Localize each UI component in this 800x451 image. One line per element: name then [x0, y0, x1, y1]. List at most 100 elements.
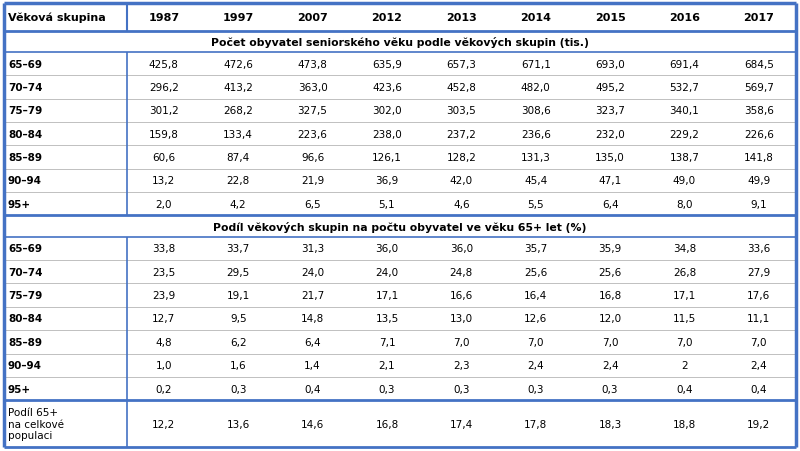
Text: 90–94: 90–94	[8, 176, 42, 186]
Text: 6,4: 6,4	[602, 199, 618, 209]
Text: 2,4: 2,4	[750, 360, 767, 370]
Text: 47,1: 47,1	[598, 176, 622, 186]
Text: 12,0: 12,0	[598, 314, 622, 324]
Text: 13,5: 13,5	[375, 314, 398, 324]
Text: 12,6: 12,6	[524, 314, 547, 324]
Text: Počet obyvatel seniorského věku podle věkových skupin (tis.): Počet obyvatel seniorského věku podle vě…	[211, 37, 589, 48]
Text: 2015: 2015	[594, 13, 626, 23]
Text: 1,0: 1,0	[155, 360, 172, 370]
Text: 2: 2	[681, 360, 688, 370]
Text: 128,2: 128,2	[446, 153, 476, 163]
Text: 635,9: 635,9	[372, 60, 402, 69]
Text: 35,7: 35,7	[524, 244, 547, 254]
Text: 26,8: 26,8	[673, 267, 696, 277]
Text: 569,7: 569,7	[744, 83, 774, 93]
Text: 423,6: 423,6	[372, 83, 402, 93]
Text: 7,0: 7,0	[453, 337, 470, 347]
Text: 2012: 2012	[371, 13, 402, 23]
Text: 2007: 2007	[297, 13, 328, 23]
Text: 19,1: 19,1	[226, 290, 250, 300]
Text: 1987: 1987	[148, 13, 179, 23]
Text: 95+: 95+	[8, 199, 31, 209]
Text: 60,6: 60,6	[152, 153, 175, 163]
Text: 23,9: 23,9	[152, 290, 175, 300]
Text: 75–79: 75–79	[8, 106, 42, 116]
Text: 17,1: 17,1	[375, 290, 398, 300]
Text: 7,0: 7,0	[527, 337, 544, 347]
Text: 34,8: 34,8	[673, 244, 696, 254]
Text: 5,5: 5,5	[527, 199, 544, 209]
Text: 80–84: 80–84	[8, 314, 42, 324]
Text: 4,2: 4,2	[230, 199, 246, 209]
Text: 0,4: 0,4	[750, 384, 767, 394]
Text: 138,7: 138,7	[670, 153, 699, 163]
Text: 8,0: 8,0	[676, 199, 693, 209]
Text: 302,0: 302,0	[372, 106, 402, 116]
Text: 87,4: 87,4	[226, 153, 250, 163]
Text: 17,6: 17,6	[747, 290, 770, 300]
Text: 0,2: 0,2	[155, 384, 172, 394]
Text: 0,3: 0,3	[230, 384, 246, 394]
Text: 308,6: 308,6	[521, 106, 550, 116]
Text: 16,8: 16,8	[375, 419, 398, 429]
Text: 22,8: 22,8	[226, 176, 250, 186]
Text: 327,5: 327,5	[298, 106, 327, 116]
Text: 159,8: 159,8	[149, 129, 178, 139]
Text: 27,9: 27,9	[747, 267, 770, 277]
Text: 31,3: 31,3	[301, 244, 324, 254]
Text: 303,5: 303,5	[446, 106, 476, 116]
Text: 65–69: 65–69	[8, 244, 42, 254]
Text: 23,5: 23,5	[152, 267, 175, 277]
Text: 80–84: 80–84	[8, 129, 42, 139]
Text: 33,7: 33,7	[226, 244, 250, 254]
Text: 45,4: 45,4	[524, 176, 547, 186]
Text: 16,6: 16,6	[450, 290, 473, 300]
Text: Podíl věkových skupin na počtu obyvatel ve věku 65+ let (%): Podíl věkových skupin na počtu obyvatel …	[214, 221, 586, 232]
Text: 141,8: 141,8	[744, 153, 774, 163]
Text: 85–89: 85–89	[8, 153, 42, 163]
Text: 2017: 2017	[743, 13, 774, 23]
Text: 14,6: 14,6	[301, 419, 324, 429]
Text: 12,7: 12,7	[152, 314, 175, 324]
Text: 42,0: 42,0	[450, 176, 473, 186]
Text: 1,4: 1,4	[304, 360, 321, 370]
Text: 9,1: 9,1	[750, 199, 767, 209]
Text: 7,0: 7,0	[676, 337, 693, 347]
Text: 268,2: 268,2	[223, 106, 253, 116]
Text: 33,6: 33,6	[747, 244, 770, 254]
Text: 340,1: 340,1	[670, 106, 699, 116]
Text: 24,0: 24,0	[375, 267, 398, 277]
Text: 12,2: 12,2	[152, 419, 175, 429]
Text: 296,2: 296,2	[149, 83, 178, 93]
Text: 482,0: 482,0	[521, 83, 550, 93]
Text: 6,4: 6,4	[304, 337, 321, 347]
Text: 49,9: 49,9	[747, 176, 770, 186]
Text: 2014: 2014	[520, 13, 551, 23]
Text: 4,8: 4,8	[155, 337, 172, 347]
Text: Věková skupina: Věková skupina	[8, 13, 106, 23]
Text: 226,6: 226,6	[744, 129, 774, 139]
Text: 133,4: 133,4	[223, 129, 253, 139]
Text: 671,1: 671,1	[521, 60, 550, 69]
Text: 21,9: 21,9	[301, 176, 324, 186]
Text: 2,0: 2,0	[155, 199, 172, 209]
Text: 2,4: 2,4	[527, 360, 544, 370]
Text: 14,8: 14,8	[301, 314, 324, 324]
Text: 532,7: 532,7	[670, 83, 699, 93]
Text: 95+: 95+	[8, 384, 31, 394]
Text: 70–74: 70–74	[8, 267, 42, 277]
Text: 238,0: 238,0	[372, 129, 402, 139]
Text: 7,1: 7,1	[378, 337, 395, 347]
Text: 11,5: 11,5	[673, 314, 696, 324]
Text: 36,9: 36,9	[375, 176, 398, 186]
Text: 473,8: 473,8	[298, 60, 327, 69]
Text: 16,8: 16,8	[598, 290, 622, 300]
Text: 425,8: 425,8	[149, 60, 178, 69]
Text: 2,4: 2,4	[602, 360, 618, 370]
Text: 693,0: 693,0	[595, 60, 625, 69]
Text: 11,1: 11,1	[747, 314, 770, 324]
Text: 19,2: 19,2	[747, 419, 770, 429]
Text: 13,6: 13,6	[226, 419, 250, 429]
Text: 1997: 1997	[222, 13, 254, 23]
Text: 85–89: 85–89	[8, 337, 42, 347]
